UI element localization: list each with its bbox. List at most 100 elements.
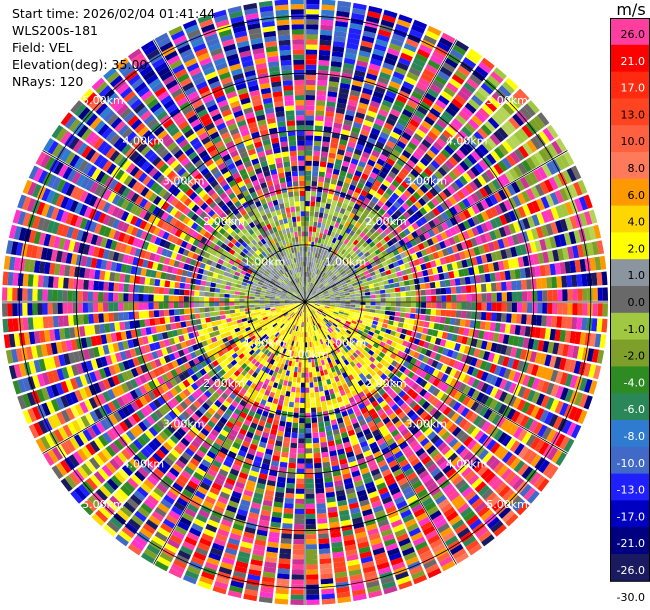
range-gate xyxy=(311,284,315,289)
range-gate xyxy=(561,275,568,288)
range-gate xyxy=(344,482,354,490)
range-gate xyxy=(81,463,93,476)
range-gate xyxy=(311,290,316,295)
range-gate xyxy=(320,14,334,21)
range-gate xyxy=(153,467,165,478)
range-gate xyxy=(217,451,227,460)
range-gate xyxy=(322,288,327,292)
range-gate xyxy=(351,470,361,478)
range-gate xyxy=(182,370,191,379)
range-gate xyxy=(449,226,457,236)
range-gate xyxy=(484,362,493,372)
range-gate xyxy=(307,347,311,353)
range-gate xyxy=(210,403,219,412)
range-gate xyxy=(330,248,336,254)
range-gate xyxy=(300,311,303,317)
range-gate xyxy=(586,242,595,256)
range-gate xyxy=(255,534,267,542)
range-gate xyxy=(354,335,360,341)
range-gate xyxy=(369,100,381,109)
range-gate xyxy=(322,405,328,412)
range-gate xyxy=(375,556,389,566)
range-gate xyxy=(219,361,227,369)
range-gate xyxy=(522,374,531,387)
range-gate xyxy=(324,330,329,336)
range-gate xyxy=(308,294,313,299)
range-gate xyxy=(368,258,375,264)
range-gate xyxy=(460,86,473,98)
range-gate xyxy=(429,55,443,66)
range-gate xyxy=(266,385,273,392)
range-gate xyxy=(320,578,334,585)
range-gate xyxy=(197,580,212,590)
range-gate xyxy=(262,499,273,507)
range-gate xyxy=(424,315,431,322)
range-gate xyxy=(334,280,340,285)
range-gate xyxy=(310,321,313,327)
range-gate xyxy=(581,243,590,257)
range-gate xyxy=(69,436,80,450)
range-gate xyxy=(317,317,322,322)
range-gate xyxy=(542,251,550,264)
range-gate xyxy=(423,559,437,570)
range-gate xyxy=(444,317,451,325)
range-gate xyxy=(456,302,462,310)
range-gate xyxy=(282,311,288,315)
range-gate xyxy=(94,408,104,420)
range-gate xyxy=(404,176,413,186)
range-gate xyxy=(98,506,112,519)
range-gate xyxy=(317,275,322,281)
range-gate xyxy=(91,513,105,527)
range-gate xyxy=(588,380,598,395)
range-gate xyxy=(391,192,400,201)
range-gate xyxy=(415,251,423,259)
range-gate xyxy=(318,49,331,56)
range-gate xyxy=(125,380,134,391)
range-gate xyxy=(341,355,347,362)
range-gate xyxy=(354,263,360,269)
range-gate xyxy=(234,565,248,574)
range-gate xyxy=(166,400,176,410)
range-gate xyxy=(333,310,340,313)
range-gate xyxy=(374,349,381,356)
range-gate xyxy=(287,322,292,328)
range-gate xyxy=(212,341,220,348)
range-gate xyxy=(325,363,331,370)
range-gate xyxy=(310,392,315,398)
range-gate xyxy=(409,118,420,128)
range-gate xyxy=(243,419,252,427)
range-gate xyxy=(381,392,390,400)
range-gate xyxy=(359,366,366,373)
range-gate xyxy=(320,349,325,355)
range-gate xyxy=(116,384,125,396)
range-gate xyxy=(352,358,359,365)
range-gate xyxy=(134,376,143,387)
range-gate xyxy=(336,316,342,321)
range-gate xyxy=(413,338,421,345)
range-gate xyxy=(573,360,582,375)
range-gate xyxy=(309,303,315,305)
range-gate xyxy=(426,445,437,455)
range-gate xyxy=(315,115,324,122)
range-gate xyxy=(354,293,361,297)
range-gate xyxy=(230,342,238,349)
range-gate xyxy=(362,356,369,363)
range-gate xyxy=(300,306,304,312)
range-gate xyxy=(419,44,433,54)
range-gate xyxy=(385,293,391,298)
range-gate xyxy=(181,410,191,420)
range-gate xyxy=(315,247,320,254)
range-gate xyxy=(430,126,441,137)
range-gate xyxy=(297,316,301,322)
range-gate xyxy=(432,79,445,90)
range-gate xyxy=(589,257,597,271)
range-gate xyxy=(335,264,341,270)
range-gate xyxy=(489,363,497,374)
range-gate xyxy=(182,388,191,397)
range-gate xyxy=(496,292,502,302)
range-gate xyxy=(335,107,346,115)
range-gate xyxy=(338,453,347,460)
range-gate xyxy=(395,292,401,297)
range-gate xyxy=(354,148,363,156)
range-gate xyxy=(404,313,411,319)
